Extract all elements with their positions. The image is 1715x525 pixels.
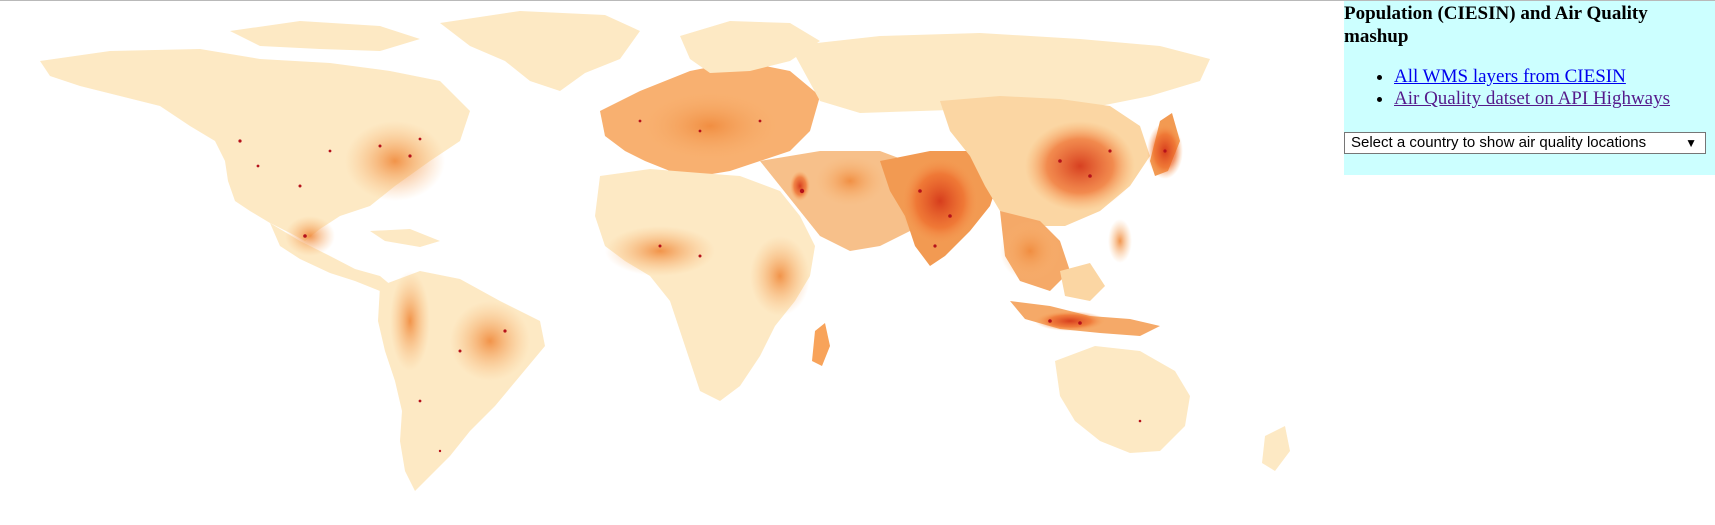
scandinavia (680, 21, 820, 73)
caribbean (370, 229, 440, 247)
country-select-value: Select a country to show air quality loc… (1351, 134, 1647, 151)
north-america (40, 49, 470, 241)
hotspot-europe (630, 86, 790, 166)
hotspot-brazil (450, 301, 530, 381)
hotspot-philippines (1108, 219, 1132, 263)
air-quality-dataset-link[interactable]: Air Quality datset on API Highways (1394, 88, 1671, 109)
greenland (440, 11, 640, 91)
hotspot-east-china (1025, 121, 1135, 211)
list-item: All WMS layers from CIESIN (1394, 66, 1715, 88)
hotspot-se-asia (1000, 221, 1060, 281)
info-panel: Population (CIESIN) and Air Quality mash… (1344, 1, 1715, 175)
central-america (270, 223, 392, 291)
madagascar (812, 323, 830, 366)
hotspot-java (1035, 311, 1105, 331)
hotspot-middle-east (815, 156, 885, 206)
world-population-map[interactable] (0, 1, 1325, 525)
country-select[interactable]: Select a country to show air quality loc… (1344, 132, 1706, 154)
borneo (1060, 263, 1105, 301)
hotspot-nile (790, 171, 810, 201)
hotspot-andes (390, 271, 430, 371)
map-canvas[interactable] (0, 1, 1325, 525)
new-zealand (1262, 426, 1290, 471)
chevron-down-icon[interactable]: ▼ (1685, 136, 1697, 150)
hotspot-west-africa (605, 226, 715, 276)
hotspot-mexico (285, 216, 335, 256)
page-title: Population (CIESIN) and Air Quality mash… (1344, 3, 1648, 47)
arctic-islands (230, 21, 420, 51)
hotspot-us-east (345, 121, 445, 201)
hotspot-india (900, 156, 980, 246)
list-item: Air Quality datset on API Highways (1394, 88, 1715, 110)
link-list: All WMS layers from CIESIN Air Quality d… (1344, 66, 1715, 110)
top-border (0, 0, 1715, 1)
australia (1055, 346, 1190, 453)
russia (790, 33, 1210, 113)
city-dots (238, 119, 1167, 453)
ciesin-wms-link[interactable]: All WMS layers from CIESIN (1394, 66, 1626, 87)
hotspot-east-africa (750, 236, 810, 316)
